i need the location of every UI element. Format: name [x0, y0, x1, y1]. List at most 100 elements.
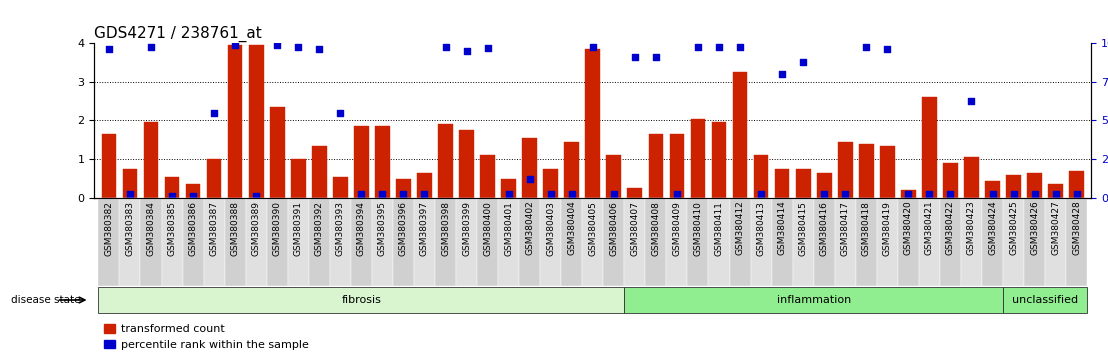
FancyBboxPatch shape: [288, 198, 309, 286]
Bar: [690, 119, 706, 198]
Text: GSM380421: GSM380421: [925, 201, 934, 255]
Bar: [249, 45, 264, 198]
FancyBboxPatch shape: [520, 198, 541, 286]
FancyBboxPatch shape: [541, 198, 562, 286]
Bar: [291, 159, 306, 198]
FancyBboxPatch shape: [309, 198, 330, 286]
Bar: [627, 188, 643, 198]
Point: [731, 44, 749, 50]
Bar: [334, 177, 348, 198]
Bar: [165, 177, 179, 198]
Point: [837, 191, 854, 197]
Point: [984, 191, 1002, 197]
Text: GSM380397: GSM380397: [420, 201, 429, 256]
FancyBboxPatch shape: [583, 198, 603, 286]
Bar: [880, 146, 894, 198]
Point: [268, 42, 286, 48]
FancyBboxPatch shape: [834, 198, 855, 286]
Text: GSM380408: GSM380408: [652, 201, 660, 256]
FancyBboxPatch shape: [99, 198, 120, 286]
FancyBboxPatch shape: [792, 198, 813, 286]
Legend: transformed count, percentile rank within the sample: transformed count, percentile rank withi…: [100, 320, 314, 354]
FancyBboxPatch shape: [225, 198, 246, 286]
Text: GSM380425: GSM380425: [1009, 201, 1018, 255]
FancyBboxPatch shape: [456, 198, 478, 286]
FancyBboxPatch shape: [330, 198, 351, 286]
Point: [437, 44, 454, 50]
Bar: [669, 134, 685, 198]
Text: GSM380416: GSM380416: [820, 201, 829, 256]
Point: [900, 191, 917, 197]
Point: [794, 59, 812, 65]
Point: [331, 110, 349, 116]
Bar: [859, 144, 873, 198]
Bar: [501, 179, 516, 198]
Text: GSM380404: GSM380404: [567, 201, 576, 255]
Text: GSM380396: GSM380396: [399, 201, 408, 256]
Point: [100, 46, 117, 52]
Bar: [123, 169, 137, 198]
Point: [479, 45, 496, 51]
Text: GSM380393: GSM380393: [336, 201, 345, 256]
Bar: [396, 179, 411, 198]
Text: GSM380413: GSM380413: [757, 201, 766, 256]
FancyBboxPatch shape: [246, 198, 267, 286]
FancyBboxPatch shape: [435, 198, 456, 286]
Point: [563, 191, 581, 197]
Bar: [585, 49, 601, 198]
Text: GSM380427: GSM380427: [1051, 201, 1060, 255]
FancyBboxPatch shape: [183, 198, 204, 286]
Bar: [838, 142, 852, 198]
FancyBboxPatch shape: [1066, 198, 1087, 286]
Text: GSM380386: GSM380386: [188, 201, 197, 256]
Point: [542, 191, 560, 197]
Point: [773, 71, 791, 77]
FancyBboxPatch shape: [1003, 287, 1087, 313]
Point: [942, 191, 960, 197]
Bar: [1069, 171, 1084, 198]
Text: GSM380388: GSM380388: [230, 201, 239, 256]
Point: [963, 98, 981, 104]
Point: [521, 176, 538, 182]
FancyBboxPatch shape: [393, 198, 414, 286]
Bar: [964, 157, 978, 198]
Point: [500, 191, 517, 197]
Point: [815, 191, 833, 197]
Text: GSM380402: GSM380402: [525, 201, 534, 255]
Text: GSM380390: GSM380390: [273, 201, 281, 256]
Text: GSM380383: GSM380383: [125, 201, 134, 256]
FancyBboxPatch shape: [750, 198, 771, 286]
FancyBboxPatch shape: [1003, 198, 1024, 286]
FancyBboxPatch shape: [645, 198, 666, 286]
FancyBboxPatch shape: [771, 198, 792, 286]
Point: [879, 46, 896, 52]
Bar: [480, 155, 495, 198]
Point: [584, 44, 602, 50]
Bar: [543, 169, 558, 198]
Text: GSM380395: GSM380395: [378, 201, 387, 256]
Point: [921, 191, 938, 197]
Point: [184, 193, 202, 199]
FancyBboxPatch shape: [603, 198, 624, 286]
Point: [226, 42, 244, 48]
FancyBboxPatch shape: [99, 287, 624, 313]
FancyBboxPatch shape: [897, 198, 919, 286]
Point: [710, 44, 728, 50]
Text: GSM380420: GSM380420: [904, 201, 913, 255]
FancyBboxPatch shape: [855, 198, 876, 286]
Bar: [207, 159, 222, 198]
Bar: [102, 134, 116, 198]
Point: [626, 54, 644, 59]
Text: GSM380409: GSM380409: [673, 201, 681, 256]
Point: [205, 110, 223, 116]
Text: unclassified: unclassified: [1012, 295, 1078, 305]
FancyBboxPatch shape: [141, 198, 162, 286]
Text: GSM380405: GSM380405: [588, 201, 597, 256]
FancyBboxPatch shape: [624, 287, 1003, 313]
Text: inflammation: inflammation: [777, 295, 851, 305]
Point: [689, 44, 707, 50]
Text: GSM380407: GSM380407: [630, 201, 639, 256]
Point: [289, 44, 307, 50]
Bar: [648, 134, 664, 198]
Bar: [732, 72, 748, 198]
